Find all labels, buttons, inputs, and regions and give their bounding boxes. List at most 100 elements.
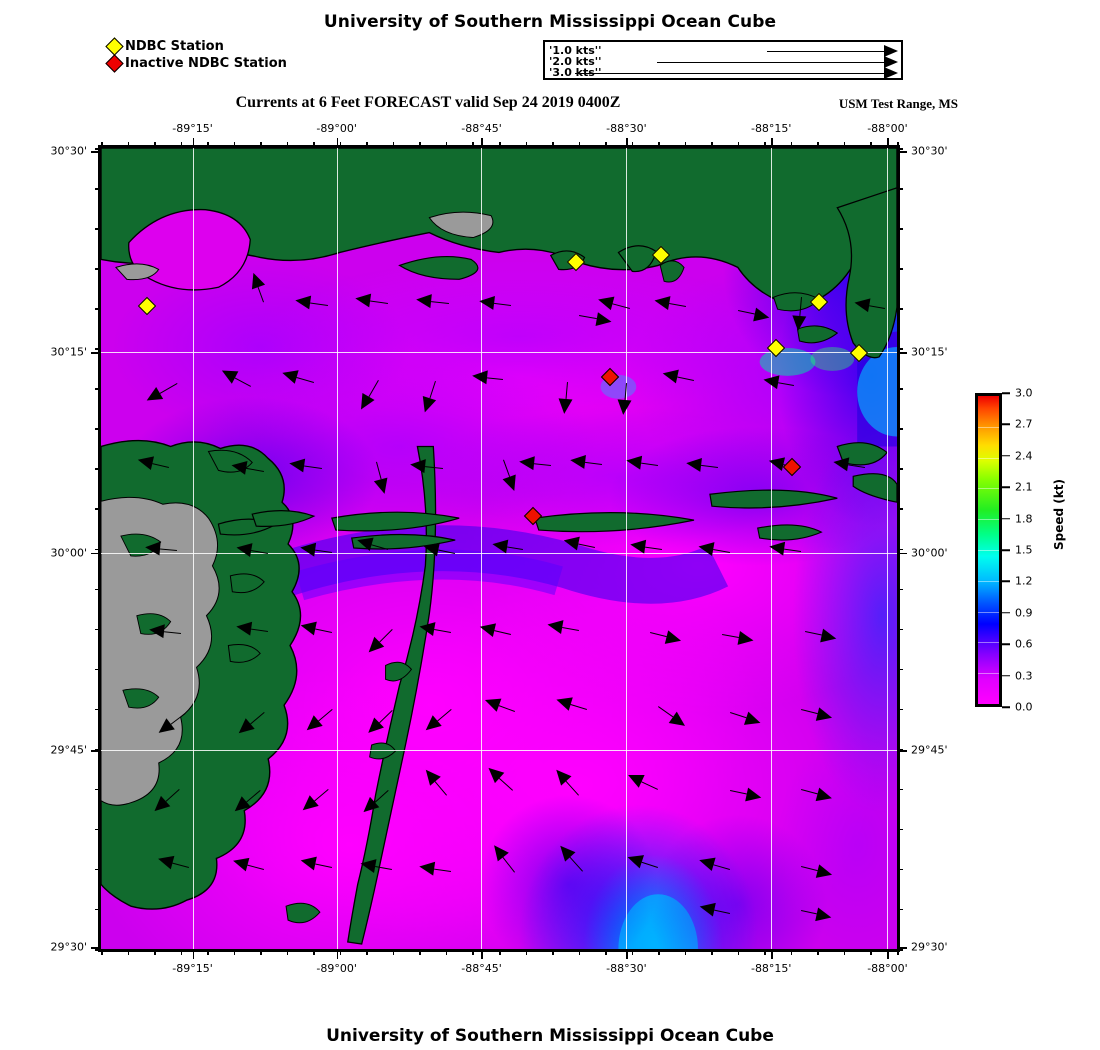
scale-label-3kt: '3.0 kts'' (549, 66, 602, 79)
vector-arrowhead-icon (518, 454, 535, 471)
lat-minor-tick (897, 949, 903, 951)
inactive-ndbc-station-marker[interactable] (524, 506, 543, 525)
vector-arrowhead-icon (853, 295, 871, 313)
lon-major-tick (481, 138, 483, 148)
lon-minor-tick (392, 142, 395, 148)
scale-shaft-1kt (767, 51, 885, 52)
vector-arrowhead-icon (697, 539, 715, 556)
lon-minor-tick (790, 142, 793, 148)
lon-minor-tick (127, 142, 130, 148)
lat-minor-tick (95, 268, 101, 270)
scale-row-3kt: '3.0 kts'' (545, 66, 901, 79)
vector-arrowhead-icon (491, 536, 509, 553)
lon-axis-label-bottom: -89°00' (316, 962, 357, 975)
ndbc-station-marker[interactable] (567, 252, 586, 271)
lat-minor-tick (897, 708, 903, 711)
colorbar-tick-label: 2.1 (1015, 480, 1033, 494)
lat-minor-tick (897, 228, 903, 230)
lon-minor-tick (260, 142, 262, 148)
ndbc-station-diamond-icon (105, 37, 124, 56)
vector-arrowhead-icon (471, 368, 488, 384)
vector-arrowhead-icon (422, 538, 441, 556)
lat-major-tick (91, 947, 101, 949)
colorbar-tick-label: 0.3 (1015, 669, 1033, 683)
vector-arrowhead-icon (595, 312, 613, 329)
colorbar-segment-divider (978, 426, 999, 428)
lon-axis-label-top: -89°15' (172, 122, 213, 135)
lat-minor-tick (897, 508, 903, 510)
lon-minor-tick (207, 142, 209, 148)
vector-arrowhead-icon (556, 398, 573, 415)
scale-arrowhead-3kt (884, 67, 898, 79)
lat-minor-tick (95, 548, 101, 550)
lat-axis-label-right: 29°30' (911, 940, 948, 954)
lat-major-tick (91, 352, 101, 354)
lon-minor-tick (764, 949, 766, 955)
lon-major-tick (481, 949, 483, 959)
lon-major-tick (626, 949, 628, 959)
colorbar-tick (1002, 549, 1010, 551)
lat-minor-tick (897, 348, 903, 350)
lon-minor-tick (790, 949, 793, 955)
inactive-ndbc-station-marker[interactable] (782, 457, 802, 476)
lon-minor-tick (843, 142, 846, 148)
station-legend: NDBC Station Inactive NDBC Station (105, 37, 287, 73)
lat-minor-tick (897, 748, 903, 751)
lon-minor-tick (339, 949, 342, 955)
colorbar-title: Speed (kt) (1052, 479, 1066, 550)
inactive-ndbc-station-marker[interactable] (601, 367, 620, 387)
lat-minor-tick (95, 188, 101, 190)
lon-minor-tick (260, 949, 262, 955)
lon-minor-tick (286, 142, 289, 148)
lat-minor-tick (95, 949, 101, 951)
lon-minor-tick (737, 949, 740, 955)
vector-arrowhead-icon (415, 292, 432, 308)
colorbar-tick (1002, 706, 1010, 708)
lon-minor-tick (472, 142, 474, 148)
lon-major-tick (626, 138, 628, 148)
vector-arrowhead-icon (299, 540, 316, 557)
map-plot-area[interactable] (98, 145, 900, 952)
colorbar-tick (1002, 455, 1010, 457)
lat-minor-tick (95, 788, 101, 791)
legend-label-inactive-ndbc-station: Inactive NDBC Station (125, 56, 287, 71)
colorbar-tick-label: 1.2 (1015, 574, 1033, 588)
lon-axis-label-top: -88°00' (867, 122, 908, 135)
map-gridlines (101, 148, 897, 949)
vector-arrowhead-icon (235, 540, 253, 557)
lon-minor-tick (499, 949, 501, 955)
lat-axis-label-right: 30°15' (911, 345, 948, 359)
colorbar-tick-label: 2.7 (1015, 417, 1033, 431)
ndbc-station-marker[interactable] (849, 343, 868, 363)
lat-minor-tick (897, 148, 903, 150)
lat-axis-label-left: 29°30' (50, 940, 87, 954)
vector-arrowhead-icon (832, 454, 850, 472)
lon-minor-tick (525, 142, 528, 148)
vector-arrowhead-icon (288, 456, 306, 473)
lon-minor-tick (445, 142, 448, 148)
lat-minor-tick (95, 668, 101, 671)
lon-minor-tick (870, 142, 872, 148)
lon-minor-tick (313, 949, 315, 955)
map-canvas (101, 148, 897, 949)
vector-arrowhead-icon (625, 453, 643, 470)
ndbc-station-marker[interactable] (137, 296, 157, 315)
lon-minor-tick (552, 949, 554, 955)
lon-minor-tick (419, 949, 421, 955)
vector-arrowhead-icon (768, 539, 786, 556)
current-speed-heatmap (101, 148, 897, 949)
ndbc-station-marker[interactable] (652, 246, 671, 265)
lat-minor-tick (897, 668, 903, 671)
colorbar-segment-divider (978, 550, 999, 551)
lon-axis-label-top: -88°30' (606, 122, 647, 135)
lon-minor-tick (445, 949, 448, 955)
colorbar-gradient (975, 393, 1002, 707)
ndbc-station-marker[interactable] (766, 339, 786, 358)
vector-arrowhead-icon (629, 537, 647, 554)
lon-minor-tick (154, 142, 156, 148)
ndbc-station-marker[interactable] (809, 292, 829, 311)
lon-major-tick (336, 138, 339, 148)
lon-axis-label-top: -88°15' (750, 122, 792, 135)
lon-minor-tick (764, 142, 766, 148)
lon-minor-tick (578, 949, 581, 955)
